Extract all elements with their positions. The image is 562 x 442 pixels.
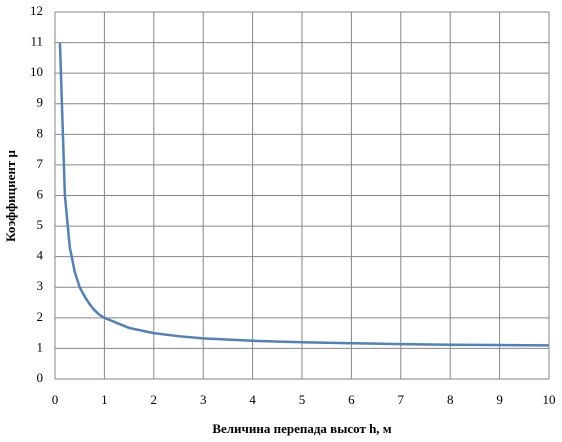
y-tick-label: 0 (37, 370, 44, 385)
x-tick-label: 8 (447, 392, 454, 407)
x-tick-label: 6 (348, 392, 355, 407)
y-tick-label: 10 (30, 64, 43, 79)
y-tick-label: 7 (37, 156, 44, 171)
y-tick-label: 4 (37, 248, 44, 263)
y-axis-label: Коэффициент μ (3, 150, 18, 242)
y-tick-label: 9 (37, 95, 44, 110)
y-tick-label: 8 (37, 125, 44, 140)
line (58, 42, 550, 347)
x-tick-label: 3 (200, 392, 207, 407)
x-tick-label: 1 (101, 392, 108, 407)
x-tick-label: 0 (52, 392, 59, 407)
x-tick-label: 7 (398, 392, 405, 407)
y-tick-label: 2 (37, 309, 44, 324)
x-tick-label: 4 (249, 392, 256, 407)
y-tick-label: 6 (37, 186, 44, 201)
x-tick-label: 9 (496, 392, 503, 407)
y-tick-label: 12 (30, 3, 43, 18)
y-tick-label: 11 (30, 34, 43, 49)
y-tick-label: 3 (37, 278, 44, 293)
x-tick-label: 5 (299, 392, 306, 407)
y-tick-label: 1 (37, 339, 44, 354)
x-tick-label: 2 (151, 392, 158, 407)
x-tick-label: 10 (543, 392, 556, 407)
y-tick-label: 5 (37, 217, 44, 232)
x-axis-label: Величина перепада высот h, м (212, 421, 391, 436)
